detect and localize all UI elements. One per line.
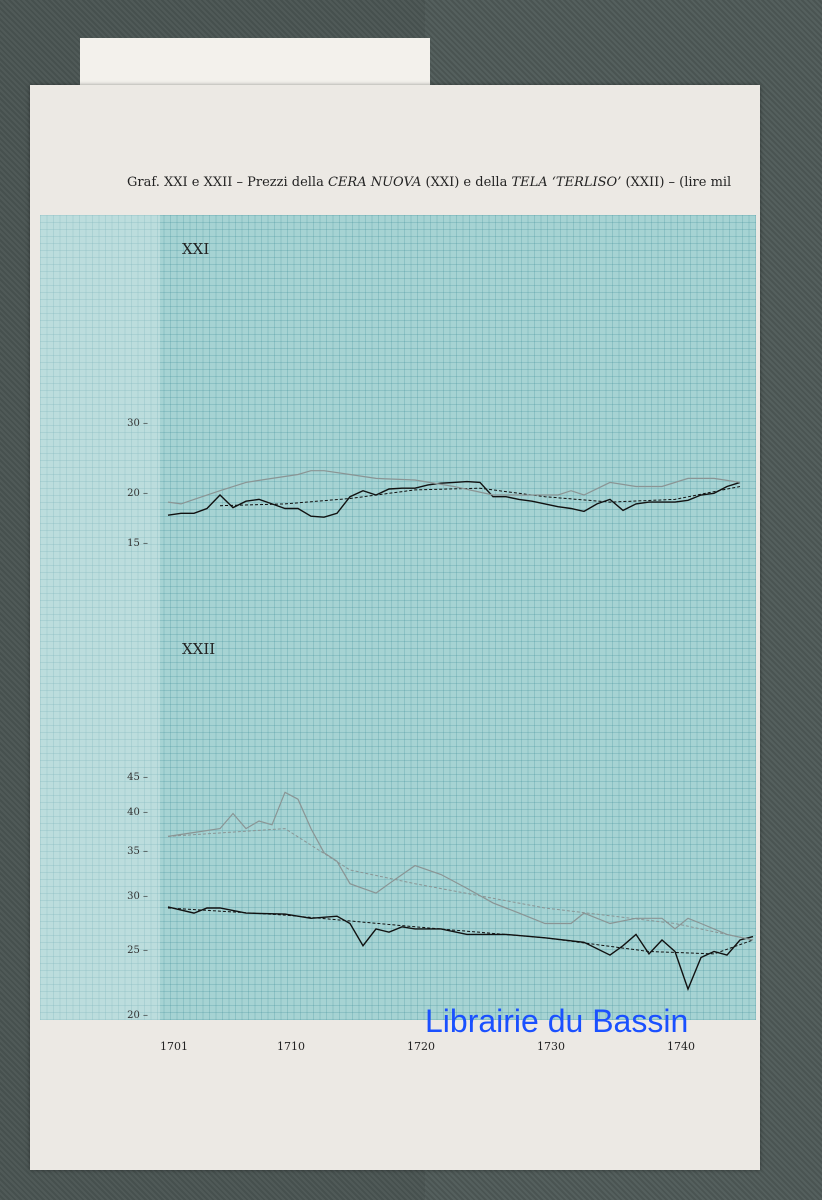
series-line-solid-black (167, 906, 754, 992)
panel-xxi (40, 215, 756, 615)
title-item1: CERA NUOVA (327, 175, 422, 190)
y-tick-label: 25 – (127, 944, 148, 956)
y-tick-label: 20 – (127, 1010, 148, 1022)
title-prefix: Graf. XXI e XXII – Prezzi della (127, 175, 328, 190)
x-tick-label: 1740 (667, 1040, 695, 1053)
series-line-faint-gray-dashed (167, 828, 754, 941)
panel-label-xxii: XXII (182, 640, 216, 658)
title-suffix: (XXII) – (lire mil (621, 175, 732, 190)
y-tick-label: 40 – (127, 806, 148, 818)
series-line-dashed-trend (167, 907, 754, 955)
watermark: Librairie du Bassin (425, 1003, 689, 1039)
x-tick-label: 1720 (407, 1040, 435, 1053)
y-tick-label: 30 – (127, 891, 148, 902)
panel-xxii (40, 615, 756, 1020)
x-tick-label: 1710 (277, 1040, 305, 1053)
panel-label-xxi: XXI (182, 240, 210, 258)
y-tick-label: 30 – (127, 417, 148, 429)
x-tick-label: 1701 (160, 1040, 188, 1053)
y-tick-label: 20 – (127, 488, 148, 499)
y-tick-label: 15 – (127, 537, 148, 549)
title-item2: TELA ‘TERLISO’ (511, 175, 622, 190)
series-line-solid-black (167, 480, 741, 518)
series-line-faint-gray (167, 791, 754, 941)
series-line-faint-gray (167, 470, 741, 505)
chart-title: Graf. XXI e XXII – Prezzi della CERA NUO… (127, 175, 757, 190)
x-tick-label: 1730 (537, 1040, 565, 1053)
series-line-dashed-trend (219, 486, 741, 507)
y-tick-label: 35 – (127, 845, 148, 857)
y-tick-label: 45 – (127, 771, 148, 783)
title-mid: (XXI) e della (421, 175, 512, 190)
